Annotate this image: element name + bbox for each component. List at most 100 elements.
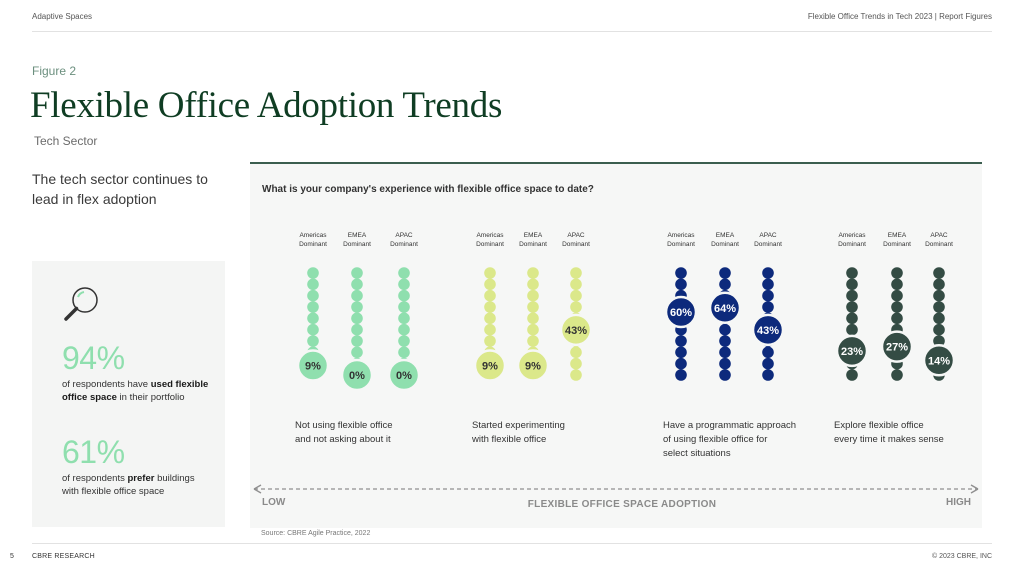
series-label-2-1: EMEA Dominant xyxy=(711,232,739,248)
dot xyxy=(527,289,539,302)
dot xyxy=(933,301,945,313)
dot xyxy=(527,323,539,336)
value-label: 64% xyxy=(714,303,736,315)
dot xyxy=(675,346,687,359)
dot xyxy=(351,323,363,336)
dot xyxy=(351,267,363,279)
value-label: 43% xyxy=(757,325,779,337)
dot xyxy=(351,346,363,359)
value-marker xyxy=(516,349,550,382)
value-label: 0% xyxy=(349,370,365,382)
value-marker xyxy=(473,349,507,382)
dot xyxy=(762,267,774,279)
dot xyxy=(675,335,687,347)
value-label: 9% xyxy=(525,361,541,373)
dot xyxy=(484,312,496,325)
series-label-2-0: Americas Dominant xyxy=(667,232,695,248)
dot xyxy=(846,301,858,313)
dot xyxy=(891,312,903,325)
dot xyxy=(484,335,496,347)
dot xyxy=(762,289,774,302)
dot xyxy=(933,335,945,347)
dot xyxy=(719,278,731,291)
figure-label: Figure 2 xyxy=(32,64,77,78)
series-label-3-0: Americas Dominant xyxy=(838,232,866,248)
dot xyxy=(675,357,687,370)
group-caption-2: Have a programmatic approach of using fle… xyxy=(663,420,797,459)
dot xyxy=(398,278,410,291)
axis-low-label: LOW xyxy=(262,497,286,508)
dot xyxy=(570,369,582,381)
value-label: 9% xyxy=(482,361,498,373)
dot xyxy=(307,278,319,291)
dot xyxy=(933,278,945,291)
series-label-0-0: Americas Dominant xyxy=(299,232,327,248)
dot xyxy=(762,278,774,291)
dot xyxy=(846,323,858,336)
dot xyxy=(719,267,731,279)
dot xyxy=(675,267,687,279)
dot xyxy=(484,289,496,302)
dot xyxy=(719,346,731,359)
dot xyxy=(891,301,903,313)
value-marker xyxy=(835,334,869,368)
dot xyxy=(307,323,319,336)
dot xyxy=(719,335,731,347)
stat-value-2: 61% xyxy=(62,434,125,470)
value-label: 9% xyxy=(305,361,321,373)
dot xyxy=(762,357,774,370)
dot xyxy=(527,312,539,325)
header-left-text: Adaptive Spaces xyxy=(32,12,93,21)
axis-arrow-left xyxy=(253,484,262,494)
dot xyxy=(484,301,496,313)
dot xyxy=(762,346,774,359)
dot xyxy=(398,289,410,302)
dot xyxy=(719,323,731,336)
dot xyxy=(351,289,363,302)
stat-value-1: 94% xyxy=(62,340,125,376)
series-label-0-1: EMEA Dominant xyxy=(343,232,371,248)
page-subtitle: Tech Sector xyxy=(34,134,98,148)
dot xyxy=(398,346,410,359)
dot xyxy=(933,323,945,336)
value-marker xyxy=(922,344,956,377)
dot xyxy=(891,278,903,291)
dot xyxy=(398,301,410,313)
value-label: 60% xyxy=(670,307,692,319)
lead-text: The tech sector continues to lead in fle… xyxy=(32,171,208,207)
value-marker xyxy=(880,330,914,363)
dot xyxy=(351,312,363,325)
dot xyxy=(484,278,496,291)
series-label-1-0: Americas Dominant xyxy=(476,232,504,248)
dot xyxy=(570,357,582,370)
value-marker xyxy=(296,349,330,382)
axis-arrow-right xyxy=(970,484,979,494)
dot xyxy=(675,278,687,291)
value-label: 0% xyxy=(396,370,412,382)
dot xyxy=(398,312,410,325)
chart-title: What is your company's experience with f… xyxy=(262,184,594,195)
x-axis-title: FLEXIBLE OFFICE SPACE ADOPTION xyxy=(527,499,717,510)
dot xyxy=(846,278,858,291)
dot xyxy=(675,369,687,381)
series-label-3-1: EMEA Dominant xyxy=(883,232,911,248)
dot xyxy=(527,267,539,279)
page-title: Flexible Office Adoption Trends xyxy=(30,85,503,126)
header-divider xyxy=(32,31,992,32)
dot xyxy=(484,323,496,336)
value-label: 27% xyxy=(886,342,908,354)
dot xyxy=(307,289,319,302)
source-note: Source: CBRE Agile Practice, 2022 xyxy=(261,530,371,537)
dot xyxy=(351,301,363,313)
dot xyxy=(570,301,582,313)
dot xyxy=(570,289,582,302)
value-marker xyxy=(664,295,698,329)
dot xyxy=(570,346,582,359)
footer-divider xyxy=(32,543,992,544)
value-label: 14% xyxy=(928,355,950,367)
value-marker xyxy=(708,291,742,325)
dot xyxy=(351,278,363,291)
dot xyxy=(891,267,903,279)
series-label-1-1: EMEA Dominant xyxy=(519,232,547,248)
